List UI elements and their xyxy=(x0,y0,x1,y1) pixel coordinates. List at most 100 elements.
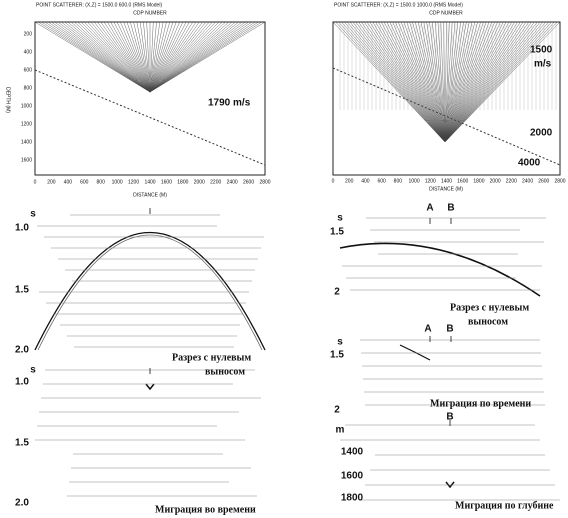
depth-tick: 800 xyxy=(24,85,33,91)
wavefront xyxy=(444,21,541,143)
distance-tick: 1400 xyxy=(441,178,452,184)
point-label: A xyxy=(426,203,433,214)
wavefront xyxy=(344,21,446,143)
wavefront xyxy=(444,21,484,143)
time-tick: 2 xyxy=(334,287,340,298)
wavefront xyxy=(44,21,151,93)
distance-tick: 1600 xyxy=(457,178,468,184)
wavefront xyxy=(440,21,446,143)
time-tick: 2.0 xyxy=(15,498,29,509)
wavefront xyxy=(130,21,151,93)
distance-tick: 0 xyxy=(34,179,37,185)
wavefront xyxy=(71,21,151,93)
wavefront xyxy=(432,21,446,143)
wavefront xyxy=(366,21,446,143)
unit: s xyxy=(337,213,343,224)
diffraction-hyperbola xyxy=(34,232,266,351)
depth-tick: 1600 xyxy=(21,157,32,163)
axis-title: DISTANCE (M) xyxy=(429,186,463,192)
wavefront xyxy=(444,21,461,143)
wavefront xyxy=(335,21,446,143)
velocity: 4000 xyxy=(518,158,541,169)
wavefront xyxy=(369,21,446,143)
focus-point xyxy=(145,383,155,391)
wavefront xyxy=(54,21,151,93)
wavefront xyxy=(444,21,495,143)
distance-tick: 200 xyxy=(345,178,354,184)
depth-tick: 1400 xyxy=(21,139,32,145)
caption: Миграция по времени xyxy=(430,398,531,409)
wavefront xyxy=(378,21,446,143)
wavefront xyxy=(372,21,446,143)
distance-tick: 1000 xyxy=(409,178,420,184)
wavefront xyxy=(420,21,446,143)
wavefront xyxy=(444,21,456,143)
wavefront xyxy=(93,21,151,93)
distance-tick: 1800 xyxy=(473,178,484,184)
wavefront xyxy=(381,21,446,143)
wavefront xyxy=(149,21,207,93)
wavefront xyxy=(444,21,546,143)
time-tick: 1.5 xyxy=(330,350,344,361)
distance-tick: 1200 xyxy=(128,179,139,185)
wavefront xyxy=(444,21,478,143)
wavefront xyxy=(149,21,262,93)
wavefront xyxy=(426,21,446,143)
distance-tick: 400 xyxy=(361,178,370,184)
wavefront xyxy=(61,21,151,93)
point-label: A xyxy=(424,324,431,335)
wavefront xyxy=(361,21,446,143)
velocity: 1500 xyxy=(530,45,553,56)
wavefront xyxy=(444,21,532,143)
wavefront xyxy=(149,21,203,93)
wavefront xyxy=(120,21,151,93)
caption: Разрез с нулевым xyxy=(450,302,529,313)
depth-tick: 1800 xyxy=(341,493,364,504)
distance-tick: 2600 xyxy=(243,179,254,185)
depth-tick: 1200 xyxy=(21,121,32,127)
wavefront xyxy=(349,21,446,143)
wavefront xyxy=(444,21,527,143)
wavefront xyxy=(355,21,446,143)
depth-tick: 600 xyxy=(24,67,33,73)
wavefront xyxy=(126,21,151,93)
depth-tick: 1000 xyxy=(21,103,32,109)
distance-tick: 0 xyxy=(332,178,335,184)
distance-tick: 1800 xyxy=(177,179,188,185)
wavefront xyxy=(146,21,151,93)
wavefront xyxy=(110,21,151,93)
wavefront xyxy=(444,21,512,143)
wavefront xyxy=(444,21,470,143)
axis-title: CDP NUMBER xyxy=(133,10,167,16)
wavefront xyxy=(34,21,151,93)
time-tick: 1.0 xyxy=(15,223,29,234)
wavefront xyxy=(149,21,252,93)
velocity: m/s xyxy=(534,59,552,70)
wavefront xyxy=(149,21,210,93)
wavefront xyxy=(143,21,151,93)
point-label: B xyxy=(447,203,454,214)
wavefront xyxy=(149,21,239,93)
wavefront xyxy=(352,21,446,143)
wavefront xyxy=(444,21,501,143)
distance-tick: 2200 xyxy=(210,179,221,185)
wavefront xyxy=(444,21,538,143)
wavefront xyxy=(444,21,549,143)
wavefront xyxy=(383,21,446,143)
distance-tick: 1000 xyxy=(112,179,123,185)
depth-tick: 400 xyxy=(24,49,33,55)
wavefront xyxy=(149,21,180,93)
wavefront xyxy=(149,21,213,93)
wavefront xyxy=(149,21,220,93)
axis-title: DEPTH (M) xyxy=(5,87,11,113)
distance-tick: 2000 xyxy=(490,178,501,184)
wavefront xyxy=(444,21,473,143)
wavefront xyxy=(149,21,223,93)
wavefront xyxy=(338,21,446,143)
diffraction-hyperbola xyxy=(37,234,263,351)
wavefront xyxy=(149,21,193,93)
wavefront xyxy=(100,21,151,93)
distance-tick: 2400 xyxy=(522,178,533,184)
wavefront xyxy=(444,21,510,143)
